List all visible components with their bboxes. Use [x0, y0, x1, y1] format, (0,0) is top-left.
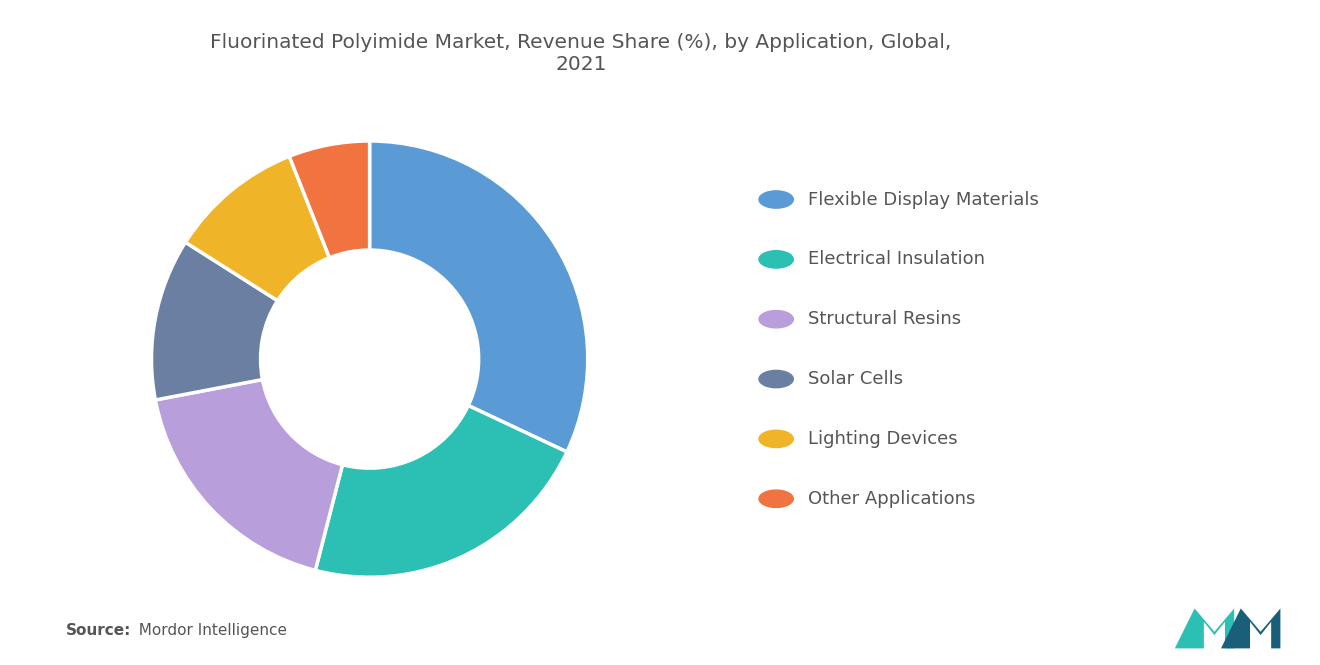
Text: Source:: Source:: [66, 623, 132, 638]
Text: Fluorinated Polyimide Market, Revenue Share (%), by Application, Global,
2021: Fluorinated Polyimide Market, Revenue Sh…: [210, 33, 952, 74]
Wedge shape: [185, 156, 330, 301]
Text: Mordor Intelligence: Mordor Intelligence: [129, 623, 288, 638]
Polygon shape: [1221, 608, 1280, 648]
Text: Solar Cells: Solar Cells: [808, 370, 903, 388]
Wedge shape: [289, 141, 370, 258]
Text: Electrical Insulation: Electrical Insulation: [808, 250, 985, 269]
Wedge shape: [152, 242, 277, 400]
Wedge shape: [315, 406, 568, 577]
Wedge shape: [156, 380, 342, 571]
Text: Structural Resins: Structural Resins: [808, 310, 961, 329]
Text: Lighting Devices: Lighting Devices: [808, 430, 957, 448]
Text: Other Applications: Other Applications: [808, 489, 975, 508]
Polygon shape: [1175, 608, 1234, 648]
Wedge shape: [370, 141, 587, 452]
Text: Flexible Display Materials: Flexible Display Materials: [808, 190, 1039, 209]
